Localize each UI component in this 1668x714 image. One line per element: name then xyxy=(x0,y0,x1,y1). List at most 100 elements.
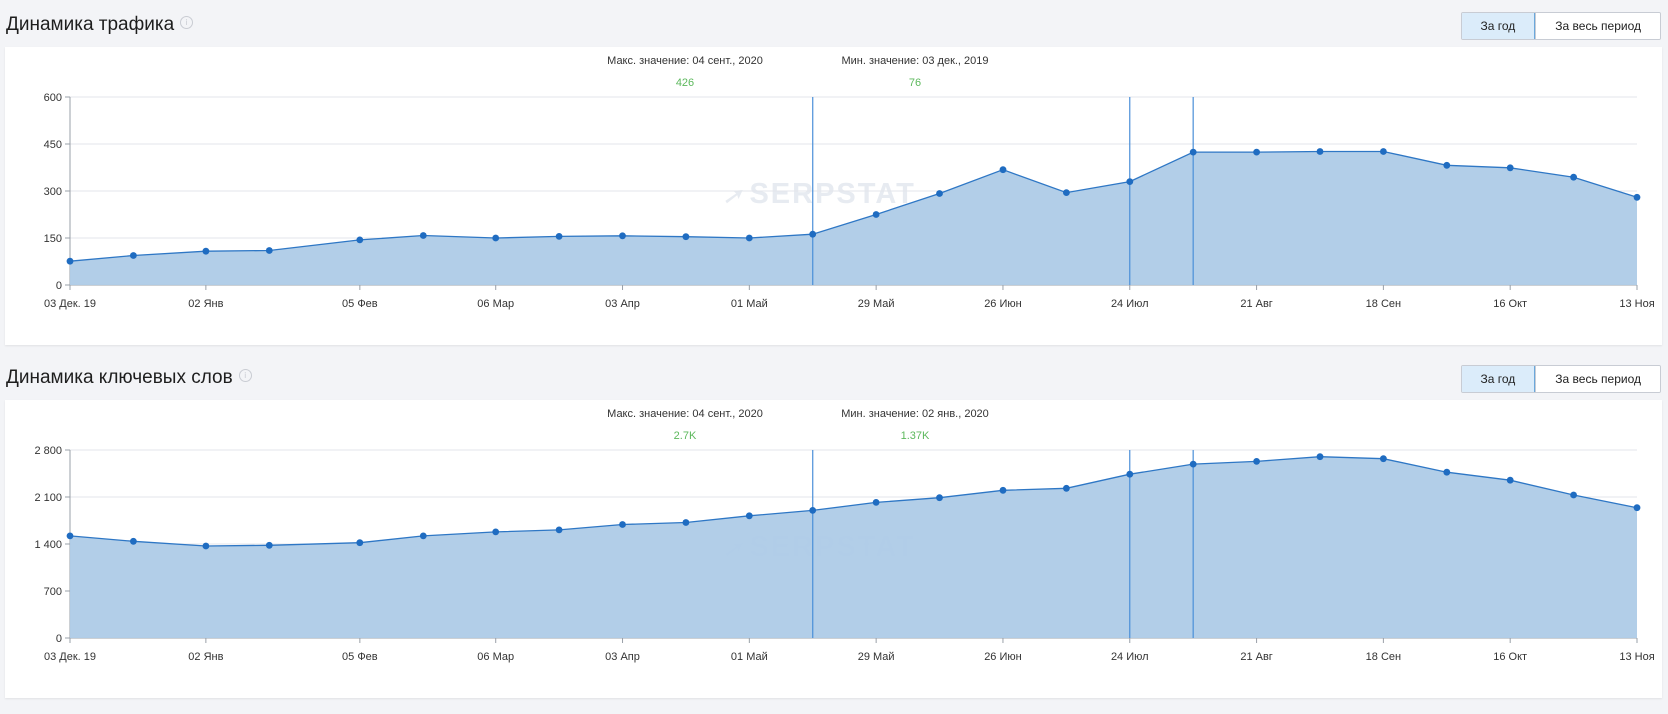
keywords-year-button[interactable]: За год xyxy=(1461,366,1536,392)
keywords-max-label: Макс. значение: 04 сент., 2020 xyxy=(607,408,763,420)
traffic-extremes: Макс. значение: 04 сент., 2020 426 Мин. … xyxy=(5,47,1662,97)
data-point xyxy=(809,507,817,514)
traffic-all-period-button[interactable]: За весь период xyxy=(1535,13,1660,39)
traffic-min-value: 76 xyxy=(908,77,922,89)
data-point xyxy=(619,232,626,240)
x-tick-label: 03 Апр xyxy=(605,298,640,310)
data-point xyxy=(745,234,753,242)
x-tick-label: 01 Май xyxy=(731,651,768,663)
x-tick-label: 21 Авг xyxy=(1240,651,1272,663)
data-point xyxy=(745,512,753,520)
data-point xyxy=(492,528,500,536)
data-point xyxy=(265,541,273,549)
data-point xyxy=(356,236,364,244)
x-tick-label: 16 Окт xyxy=(1493,651,1527,663)
data-point xyxy=(999,486,1007,494)
y-tick-label: 2 100 xyxy=(34,492,62,504)
traffic-period-switch: За год За весь период xyxy=(1460,12,1661,40)
keywords-min-label: Мин. значение: 02 янв., 2020 xyxy=(841,408,989,420)
x-tick-label: 13 Ноя xyxy=(1619,651,1654,663)
traffic-title: Динамика трафика i xyxy=(6,14,194,36)
series-area xyxy=(70,151,1637,285)
y-tick-label: 150 xyxy=(44,233,62,245)
data-point xyxy=(1380,148,1387,155)
traffic-title-text: Динамика трафика xyxy=(6,14,175,35)
data-point xyxy=(619,521,626,528)
info-icon[interactable]: i xyxy=(238,369,252,383)
data-point xyxy=(1063,484,1070,492)
keywords-chart-panel: Макс. значение: 04 сент., 2020 2.7K Мин.… xyxy=(5,400,1662,698)
y-tick-label: 0 xyxy=(56,633,62,645)
y-tick-label: 600 xyxy=(44,92,62,104)
x-tick-label: 24 Июл xyxy=(1111,651,1149,663)
traffic-max-label: Макс. значение: 04 сент., 2020 xyxy=(607,55,763,67)
keywords-min-value: 1.37K xyxy=(900,430,930,442)
data-point xyxy=(1443,161,1451,169)
y-tick-label: 2 800 xyxy=(34,445,62,457)
data-point xyxy=(1316,148,1324,155)
x-tick-label: 29 Май xyxy=(858,651,895,663)
y-tick-label: 450 xyxy=(44,139,62,151)
y-tick-label: 1 400 xyxy=(34,539,62,551)
data-point xyxy=(1063,189,1070,197)
traffic-chart: 0 150 300 450 600 03 Дек. 19 02 Янв 05 Фев 06 Ма… xyxy=(44,92,1655,310)
x-tick-label: 18 Сен xyxy=(1366,651,1401,663)
data-point xyxy=(1189,460,1197,468)
watermark-text: SERPSTAT xyxy=(749,178,916,210)
traffic-chart-panel: Макс. значение: 04 сент., 2020 426 Мин. … xyxy=(5,47,1662,345)
x-tick-label: 05 Фев xyxy=(342,651,378,663)
data-point xyxy=(1633,193,1641,201)
x-tick-label: 02 Янв xyxy=(188,651,223,663)
x-tick-label: 02 Янв xyxy=(188,298,223,310)
data-point xyxy=(682,233,690,241)
x-tick-label: 16 Окт xyxy=(1493,298,1527,310)
data-point xyxy=(419,232,427,239)
data-point xyxy=(66,257,74,265)
x-tick-label: 26 Июн xyxy=(984,651,1022,663)
data-point xyxy=(1570,491,1577,499)
data-point xyxy=(492,234,500,242)
traffic-max: Макс. значение: 04 сент., 2020 426 xyxy=(595,55,775,89)
data-point xyxy=(130,252,137,259)
x-tick-label: 06 Мар xyxy=(477,651,514,663)
data-point xyxy=(1633,504,1641,512)
traffic-year-button[interactable]: За год xyxy=(1461,13,1536,39)
info-icon[interactable]: i xyxy=(180,16,194,30)
data-point xyxy=(1253,458,1260,465)
keywords-title: Динамика ключевых слов i xyxy=(6,367,252,389)
data-point xyxy=(1316,453,1324,461)
traffic-min-label: Мин. значение: 03 дек., 2019 xyxy=(841,55,989,67)
data-point xyxy=(202,247,210,255)
keywords-max: Макс. значение: 04 сент., 2020 2.7K xyxy=(595,408,775,442)
x-tick-label: 29 Май xyxy=(858,298,895,310)
data-point xyxy=(66,532,74,540)
data-point xyxy=(555,233,563,240)
data-point xyxy=(1126,470,1134,478)
keywords-chart: 0 700 1 400 2 100 2 800 03 Дек. 19 02 Янв 05 Фе… xyxy=(34,445,1654,663)
data-point xyxy=(1506,164,1514,172)
data-point xyxy=(936,190,943,197)
x-tick-label: 03 Дек. 19 xyxy=(44,298,96,310)
x-tick-label: 21 Авг xyxy=(1240,298,1272,310)
data-point xyxy=(419,532,427,540)
x-tick-label: 18 Сен xyxy=(1366,298,1401,310)
x-tick-label: 24 Июл xyxy=(1111,298,1149,310)
y-tick-label: 700 xyxy=(44,586,62,598)
data-point xyxy=(1570,173,1577,181)
x-tick-label: 01 Май xyxy=(731,298,768,310)
data-point xyxy=(999,166,1007,174)
data-point xyxy=(130,537,137,545)
traffic-min: Мин. значение: 03 дек., 2019 76 xyxy=(825,55,1005,89)
data-point xyxy=(1126,178,1134,186)
data-point xyxy=(1380,455,1387,463)
x-tick-label: 03 Апр xyxy=(605,651,640,663)
data-point xyxy=(1189,148,1197,156)
data-point xyxy=(1253,148,1260,156)
data-point xyxy=(356,539,364,547)
x-tick-label: 03 Дек. 19 xyxy=(44,651,96,663)
data-point xyxy=(809,230,817,238)
keywords-section-header: Динамика ключевых слов i За год За весь п… xyxy=(0,353,1668,393)
data-point xyxy=(265,247,273,254)
y-tick-label: 0 xyxy=(56,280,62,292)
keywords-all-period-button[interactable]: За весь период xyxy=(1535,366,1660,392)
